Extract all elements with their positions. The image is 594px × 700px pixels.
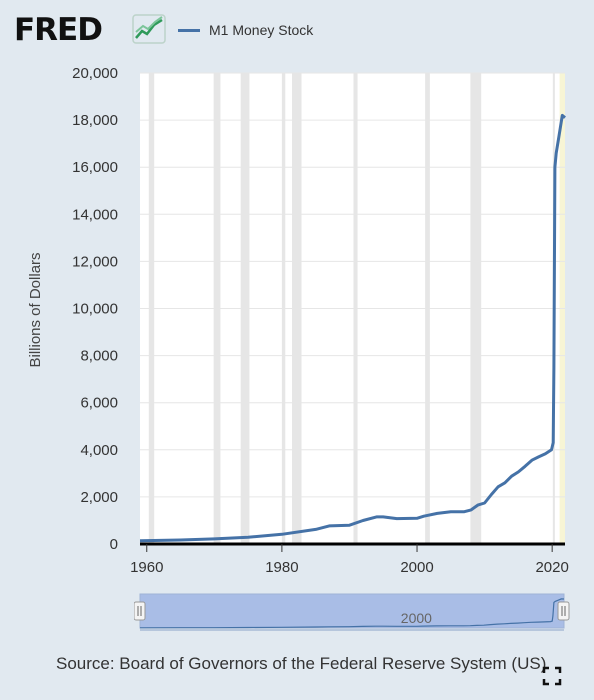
y-tick-label: 10,000 (72, 301, 118, 318)
navigator-svg: 2000 (133, 593, 570, 631)
source-note: Source: Board of Governors of the Federa… (56, 654, 547, 673)
y-tick-label: 14,000 (72, 206, 118, 223)
navigator-series (139, 598, 565, 629)
legend-swatch (178, 28, 200, 32)
y-tick-label: 20,000 (72, 65, 118, 82)
navigator-series-line (139, 598, 565, 629)
legend-label: M1 Money Stock (209, 22, 314, 38)
y-tick-labels: 0 2,000 4,000 6,000 8,000 10,000 12,000 14,000 1… (72, 65, 118, 553)
navigator-selection[interactable] (139, 593, 565, 629)
y-tick-label: 0 (110, 536, 118, 553)
series-line[interactable] (139, 113, 566, 543)
y-gridlines (140, 72, 565, 498)
fullscreen-icon[interactable] (542, 666, 562, 686)
x-tick-label: 1980 (265, 559, 298, 576)
y-axis-label: Billions of Dollars (27, 252, 44, 367)
navigator-handle-left[interactable] (133, 601, 146, 621)
y-tick-label: 2,000 (80, 489, 118, 506)
x-tick-label: 2020 (535, 559, 568, 576)
fred-graph-logo-icon (132, 14, 166, 44)
x-tick-label: 2000 (400, 559, 433, 576)
navigator-handle-right[interactable] (557, 601, 570, 621)
y-tick-label: 4,000 (80, 442, 118, 459)
y-tick-label: 18,000 (72, 112, 118, 129)
series-group (139, 113, 566, 543)
legend[interactable]: M1 Money Stock (178, 20, 313, 40)
x-tick-label: 1960 (130, 559, 163, 576)
navigator-tick-labels: 2000 (401, 610, 432, 626)
navigator-tick-label: 2000 (401, 610, 432, 626)
y-tick-label: 16,000 (72, 159, 118, 176)
chart-header: FRED M1 Money Stock (0, 0, 594, 62)
y-tick-label: 8,000 (80, 348, 118, 365)
y-tick-label: 6,000 (80, 395, 118, 412)
chart: 0 2,000 4,000 6,000 8,000 10,000 12,000 14,000 1… (27, 65, 569, 576)
fred-logo[interactable]: FRED (14, 12, 103, 48)
range-navigator[interactable]: 2000 (133, 592, 570, 632)
x-tick-labels: 1960 1980 2000 2020 (130, 544, 569, 576)
y-tick-label: 12,000 (72, 253, 118, 270)
